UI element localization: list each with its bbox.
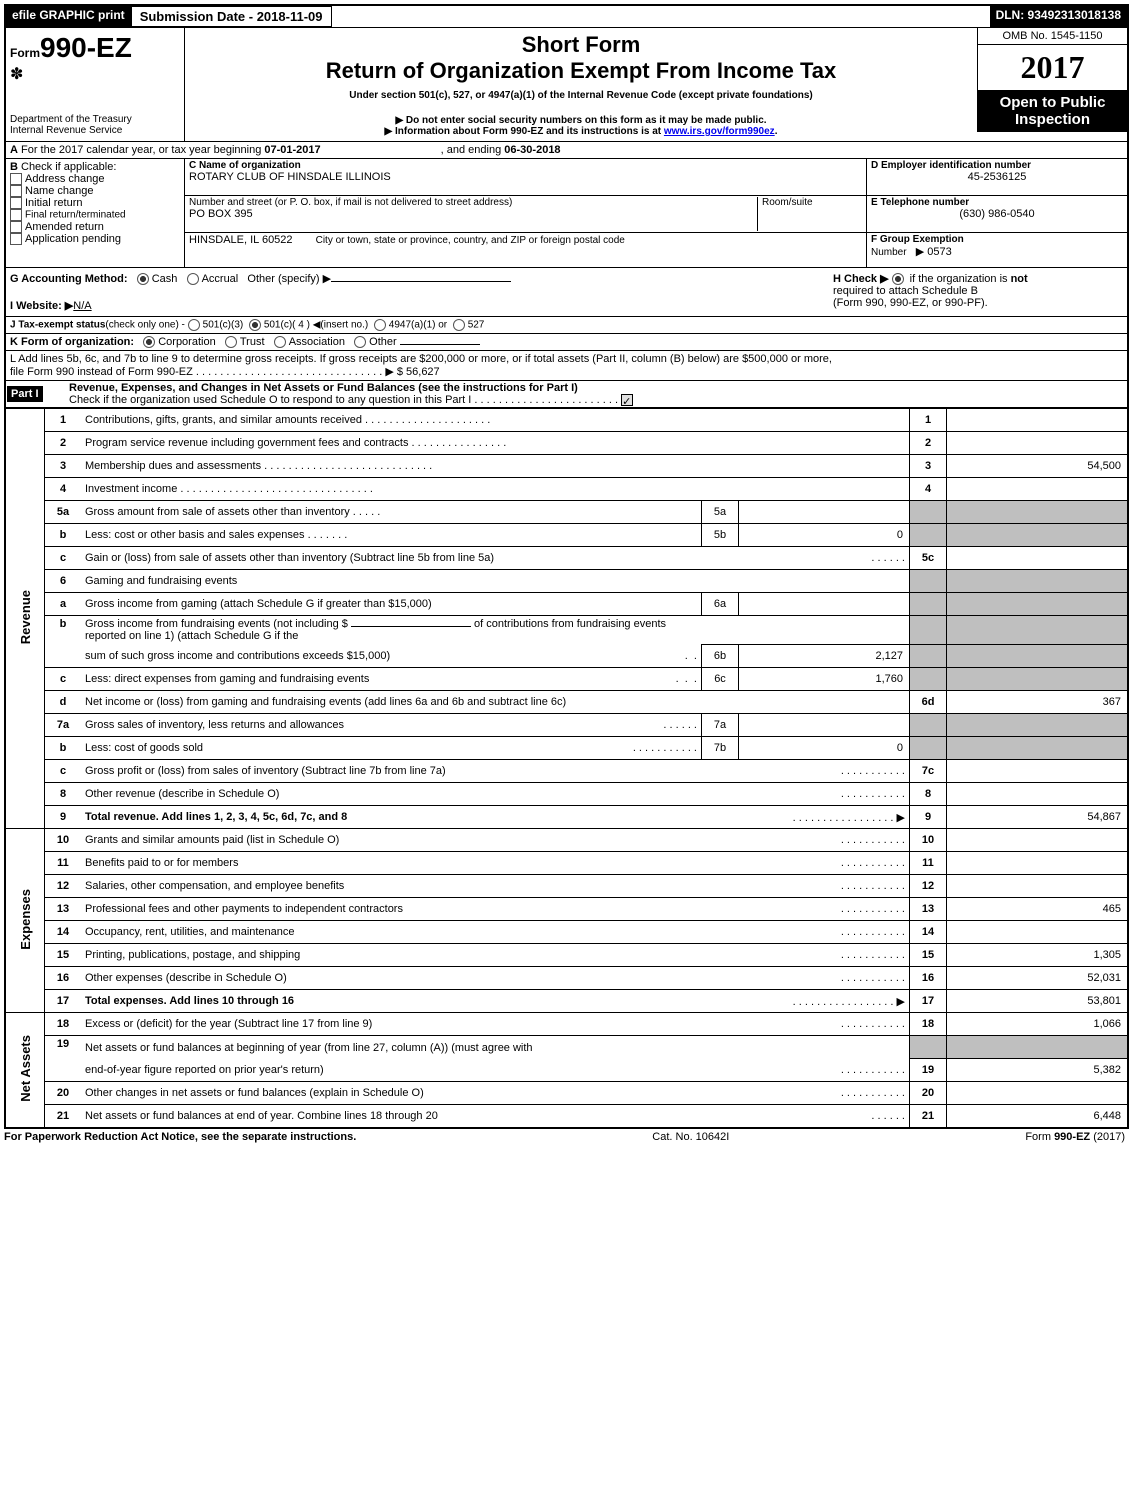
return-title: Return of Organization Exempt From Incom… (189, 58, 973, 84)
top-row: efile GRAPHIC print Submission Date - 20… (6, 6, 1127, 27)
form-number: Form990-EZ (10, 32, 180, 64)
section-b: B Check if applicable: Address change Na… (6, 159, 184, 267)
cb-application-pending[interactable]: Application pending (25, 233, 121, 245)
e-label: E Telephone number (871, 197, 969, 208)
paperwork-notice: For Paperwork Reduction Act Notice, see … (4, 1131, 356, 1143)
c-label: C Name of organization (189, 160, 301, 171)
city-label: City or town, state or province, country… (316, 235, 625, 246)
cb-initial-return[interactable]: Initial return (25, 197, 82, 209)
tax-year: 2017 (977, 45, 1127, 90)
sidetab-netassets: Net Assets (18, 1025, 33, 1112)
website-val: N/A (73, 300, 91, 312)
telephone: (630) 986-0540 (871, 208, 1123, 220)
part-i-grid: Revenue 1Contributions, gifts, grants, a… (6, 408, 1127, 1127)
cb-name-change[interactable]: Name change (25, 185, 94, 197)
rd-other[interactable]: Other (369, 336, 397, 348)
rd-501c3[interactable]: 501(c)(3) (203, 320, 244, 331)
header: Form990-EZ ✽ Department of the Treasury … (6, 27, 1127, 141)
d-label: D Employer identification number (871, 160, 1031, 171)
rd-4947[interactable]: 4947(a)(1) or (389, 320, 447, 331)
cb-address-change[interactable]: Address change (25, 173, 105, 185)
form990ez-link[interactable]: www.irs.gov/form990ez (664, 126, 775, 137)
addr-label: Number and street (or P. O. box, if mail… (189, 197, 757, 208)
form-version: Form 990-EZ (2017) (1025, 1131, 1125, 1143)
website-label: I Website: ▶ (10, 300, 73, 312)
org-city: HINSDALE, IL 60522 (189, 234, 293, 246)
org-address: PO BOX 395 (189, 208, 757, 220)
omb-number: OMB No. 1545-1150 (977, 28, 1127, 45)
f-label: F Group Exemption (871, 234, 964, 245)
rd-cash[interactable]: Cash (152, 273, 178, 285)
rd-501c[interactable]: 501(c)( 4 ) ◀(insert no.) (264, 320, 368, 331)
footer: For Paperwork Reduction Act Notice, see … (4, 1129, 1125, 1143)
org-name: ROTARY CLUB OF HINSDALE ILLINOIS (189, 171, 862, 183)
rd-trust[interactable]: Trust (240, 336, 265, 348)
dept-treasury: Department of the Treasury (10, 114, 180, 125)
cb-final-return[interactable]: Final return/terminated (25, 210, 126, 221)
calendar-year: For the 2017 calendar year, or tax year … (21, 144, 561, 156)
dln-label: DLN: 93492313018138 (990, 6, 1127, 27)
warning1: ▶ Do not enter social security numbers o… (189, 115, 973, 126)
accounting-method: G Accounting Method: Cash Accrual Other … (10, 272, 825, 285)
section-l: L Add lines 5b, 6c, and 7b to line 9 to … (6, 350, 1127, 380)
efile-label: efile GRAPHIC print (6, 6, 131, 27)
group-exemption: ▶ 0573 (916, 246, 952, 258)
open-to-public: Open to Public Inspection (977, 90, 1127, 132)
sidetab-revenue: Revenue (18, 580, 33, 654)
under-section: Under section 501(c), 527, or 4947(a)(1)… (189, 90, 973, 101)
form-container: efile GRAPHIC print Submission Date - 20… (4, 4, 1129, 1129)
sidetab-expenses: Expenses (18, 879, 33, 960)
room-label: Room/suite (762, 197, 862, 208)
rd-assoc[interactable]: Association (289, 336, 345, 348)
section-h: H Check ▶ if the organization is not req… (829, 268, 1127, 316)
warning2: ▶ Information about Form 990-EZ and its … (189, 126, 973, 137)
rd-527[interactable]: 527 (468, 320, 485, 331)
cat-no: Cat. No. 10642I (652, 1131, 729, 1143)
part-i-header: Part I Revenue, Expenses, and Changes in… (6, 380, 1127, 408)
submission-date: Submission Date - 2018-11-09 (131, 6, 332, 27)
irs-label: Internal Revenue Service (10, 125, 180, 136)
rd-corp[interactable]: Corporation (158, 336, 215, 348)
ein: 45-2536125 (871, 171, 1123, 183)
short-form-title: Short Form (189, 32, 973, 58)
section-k: K Form of organization: Corporation Trus… (6, 333, 1127, 350)
j-label: J Tax-exempt status (10, 320, 105, 331)
rd-accrual[interactable]: Accrual (202, 273, 239, 285)
cb-amended-return[interactable]: Amended return (25, 221, 104, 233)
